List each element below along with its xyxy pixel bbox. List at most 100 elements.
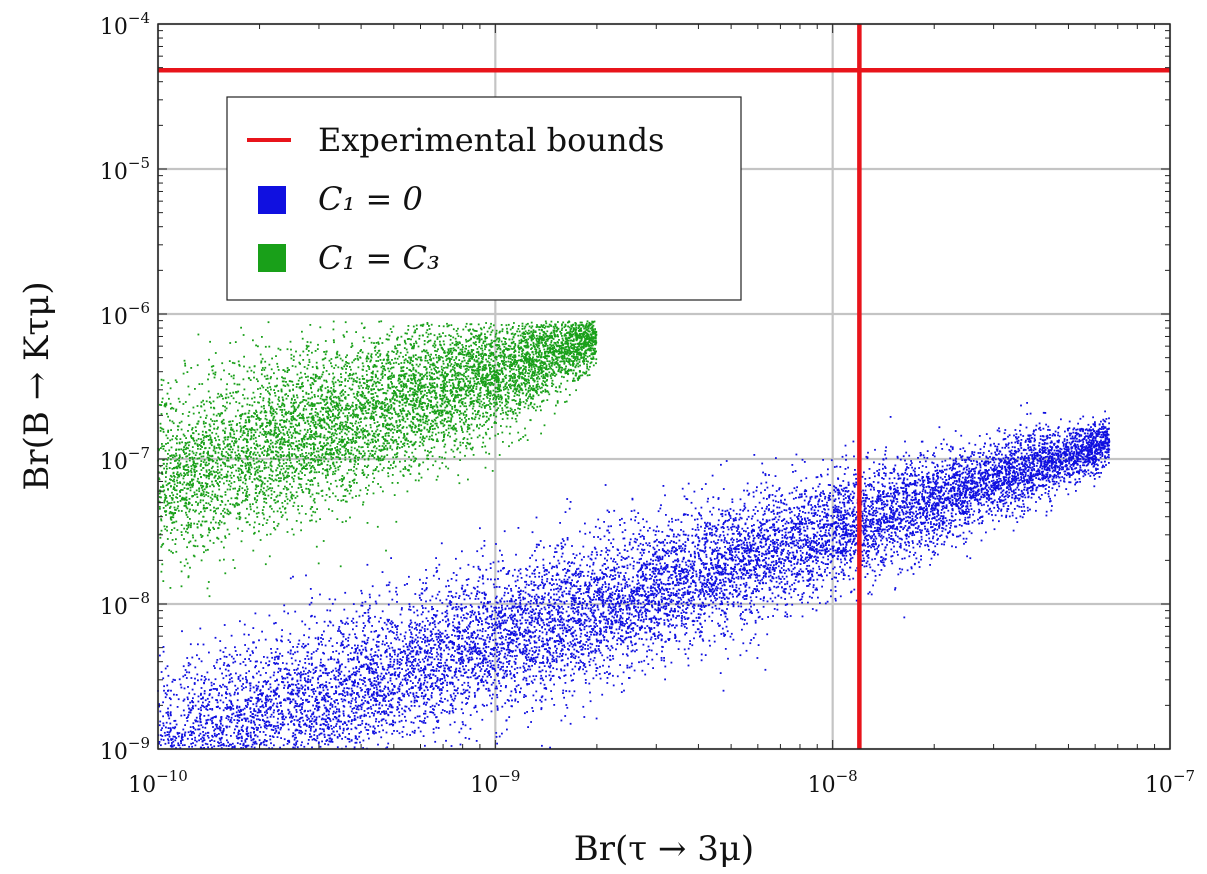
scatter-point [1038,496,1040,499]
scatter-point [338,725,341,728]
scatter-point [508,699,510,702]
scatter-point [368,621,371,624]
scatter-point [445,659,448,662]
scatter-point [636,600,639,602]
scatter-point [999,484,1002,487]
scatter-point [555,593,558,596]
scatter-point [409,665,412,667]
scatter-point [445,598,448,601]
scatter-point [898,567,901,570]
scatter-point [941,478,944,481]
scatter-point [344,666,347,669]
scatter-point [718,596,721,599]
scatter-point [947,481,950,484]
scatter-point [658,549,660,551]
scatter-point [809,578,812,581]
scatter-point [498,586,501,588]
scatter-point [299,676,302,679]
scatter-point [373,662,375,665]
scatter-point [293,669,296,671]
scatter-point [892,509,895,512]
scatter-point [645,520,648,523]
scatter-point [979,485,982,488]
scatter-point [888,541,891,543]
scatter-point [288,673,291,676]
scatter-point [842,543,844,546]
scatter-point [798,537,801,539]
scatter-point [534,656,537,659]
scatter-point [589,583,591,586]
scatter-point [539,699,542,702]
scatter-point [638,637,641,640]
scatter-point [998,452,1000,455]
scatter-point [582,624,584,626]
scatter-point [409,734,411,736]
scatter-point [865,550,868,553]
scatter-point [224,647,227,649]
scatter-point [193,732,195,735]
scatter-point [478,675,481,677]
scatter-point [822,490,824,493]
scatter-point [875,537,878,540]
scatter-point [967,516,969,519]
scatter-point [787,553,790,556]
scatter-point [445,585,447,588]
scatter-point [642,552,645,554]
scatter-point [779,544,782,547]
scatter-point [1051,448,1053,450]
scatter-point [509,637,511,639]
scatter-point [519,599,522,602]
scatter-point [982,471,984,474]
scatter-point [525,621,527,624]
scatter-point [399,652,402,654]
scatter-point [591,628,593,630]
scatter-point [724,571,726,574]
scatter-point [1102,428,1104,430]
scatter-point [717,523,720,526]
scatter-point [828,540,831,543]
scatter-point [827,555,829,558]
scatter-point [294,736,296,739]
scatter-point [697,551,700,554]
scatter-point [666,566,669,569]
scatter-point [655,530,657,533]
scatter-point [753,569,755,572]
scatter-point [460,603,463,606]
scatter-point [574,557,576,559]
scatter-point [911,474,914,477]
scatter-point [536,618,539,621]
scatter-point [726,548,729,550]
scatter-point [969,513,971,516]
scatter-point [824,531,827,534]
scatter-point [1018,469,1021,472]
scatter-point [562,540,565,542]
scatter-point [468,656,471,659]
scatter-point [698,578,701,581]
scatter-point [1022,473,1025,476]
scatter-point [786,552,789,555]
scatter-point [430,683,433,685]
scatter-point [492,655,495,658]
scatter-point [162,650,165,653]
scatter-point [654,559,657,562]
scatter-point [831,554,833,557]
scatter-point [808,578,811,581]
scatter-point [717,566,720,569]
scatter-point [807,511,810,514]
scatter-point [820,526,822,529]
scatter-point [599,591,602,594]
scatter-point [795,489,798,492]
scatter-point [574,599,577,601]
scatter-point [618,576,621,578]
scatter-point [996,429,999,432]
scatter-point [815,562,818,565]
scatter-point [781,536,784,539]
scatter-point [775,586,778,589]
scatter-point [588,600,591,603]
scatter-point [256,714,259,717]
scatter-point [380,736,383,739]
scatter-point [903,505,906,507]
scatter-point [781,575,784,578]
scatter-point [607,553,609,556]
scatter-point [754,580,757,582]
